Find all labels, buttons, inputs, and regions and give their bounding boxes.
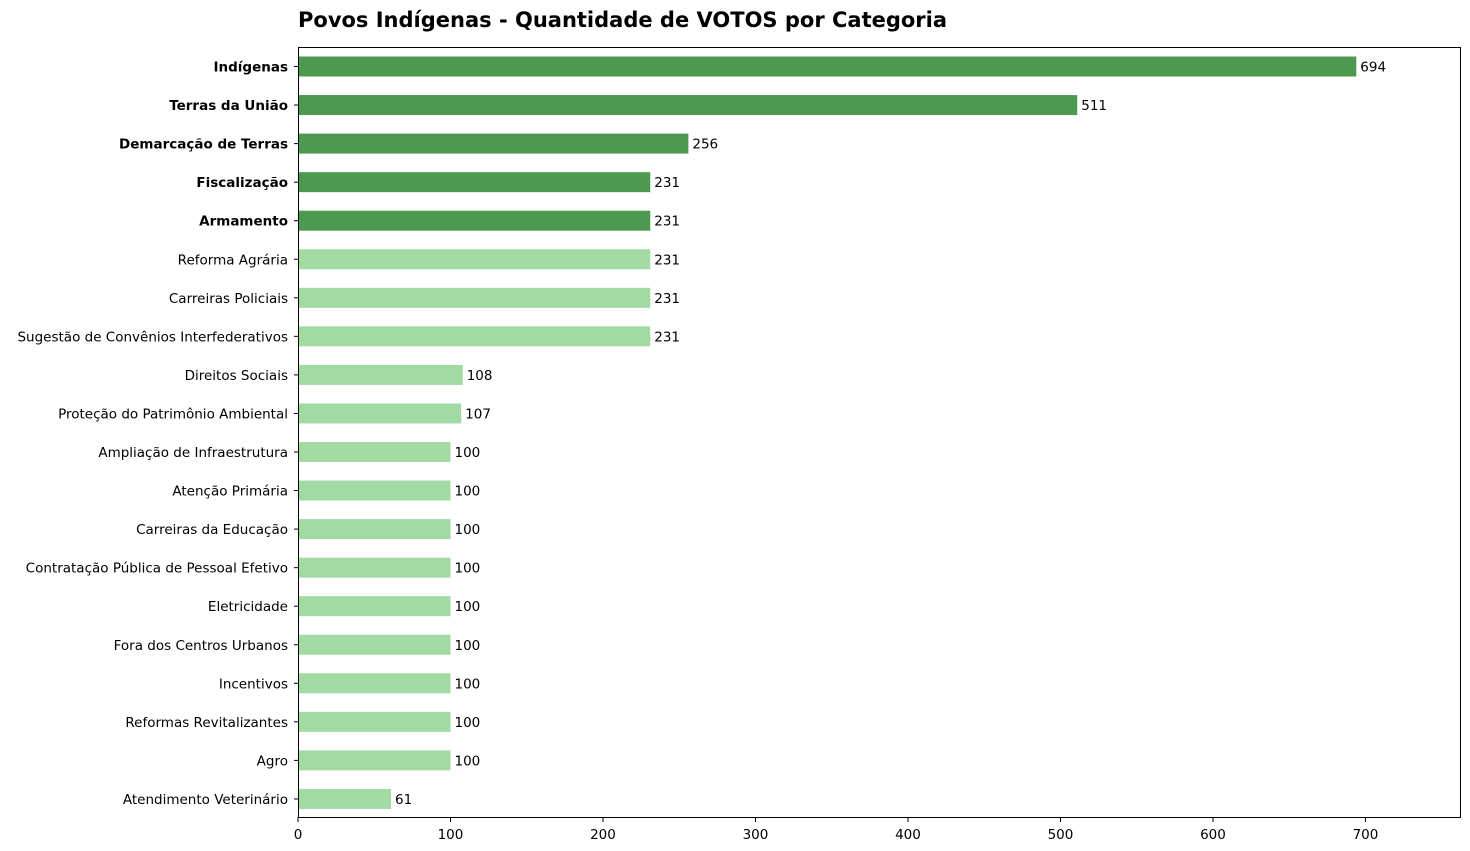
bar [298,249,651,270]
bars-group [298,56,1357,809]
value-label: 100 [454,676,480,692]
bar [298,557,451,578]
bar [298,673,451,694]
category-label: Fora dos Centros Urbanos [114,638,288,654]
value-label: 231 [654,252,680,268]
category-label: Reforma Agrária [178,252,288,268]
category-label: Carreiras da Educação [136,522,288,538]
category-label: Indígenas [213,60,288,76]
x-tick-label: 200 [590,827,616,843]
category-label: Fiscalização [196,175,288,191]
x-axis: 0 100 200 300 400 500 600 700 [294,817,1379,843]
value-label: 231 [654,329,680,345]
value-label: 100 [454,445,480,461]
bar [298,403,462,424]
value-label: 100 [454,522,480,538]
x-tick-label: 300 [743,827,769,843]
category-label: Reformas Revitalizantes [125,715,288,731]
bar [298,364,463,385]
value-label: 100 [454,638,480,654]
category-labels-group: Indígenas Terras da União Demarcação de Te… [17,60,298,808]
category-label: Direitos Sociais [185,368,288,384]
value-label: 256 [692,137,718,153]
category-label: Armamento [199,214,288,230]
value-label: 61 [395,792,412,808]
chart-title: Povos Indígenas - Quantidade de VOTOS po… [298,8,947,32]
value-label: 100 [454,561,480,577]
bar [298,711,451,732]
bar [298,519,451,540]
category-label: Eletricidade [208,599,288,615]
category-label: Incentivos [219,676,288,692]
x-tick-label: 100 [438,827,464,843]
bar [298,634,451,655]
value-label: 100 [454,753,480,769]
bar [298,596,451,617]
category-label: Ampliação de Infraestrutura [98,445,288,461]
bar [298,95,1078,116]
bar [298,480,451,501]
plot-frame [298,47,1461,818]
bar [298,133,689,154]
category-label: Carreiras Policiais [169,291,288,307]
bar [298,56,1357,77]
x-tick-label: 500 [1048,827,1074,843]
bar [298,172,651,193]
bar [298,750,451,771]
x-tick-label: 600 [1200,827,1226,843]
category-label: Contratação Pública de Pessoal Efetivo [26,561,288,577]
category-label: Terras da União [169,98,288,114]
value-label: 231 [654,175,680,191]
value-label: 107 [465,406,491,422]
value-label: 100 [454,484,480,500]
bar [298,287,651,308]
bar [298,326,651,347]
value-label: 231 [654,291,680,307]
category-label: Proteção do Patrimônio Ambiental [58,406,288,422]
value-labels-group: 694 511 256 231 231 231 231 231 108 107 100 100 100 1… [395,60,1386,808]
value-label: 108 [467,368,493,384]
bar [298,442,451,462]
category-label: Atenção Primária [172,484,288,500]
category-label: Atendimento Veterinário [123,792,288,808]
value-label: 100 [454,599,480,615]
category-label: Demarcação de Terras [119,137,288,153]
bar [298,210,651,231]
category-label: Sugestão de Convênios Interfederativos [17,329,288,345]
x-tick-label: 400 [895,827,921,843]
value-label: 231 [654,214,680,230]
x-tick-label: 700 [1353,827,1379,843]
value-label: 511 [1081,98,1107,114]
category-label: Agro [257,753,288,769]
value-label: 694 [1360,60,1386,76]
value-label: 100 [454,715,480,731]
bar [298,788,392,809]
x-tick-label: 0 [294,827,303,843]
